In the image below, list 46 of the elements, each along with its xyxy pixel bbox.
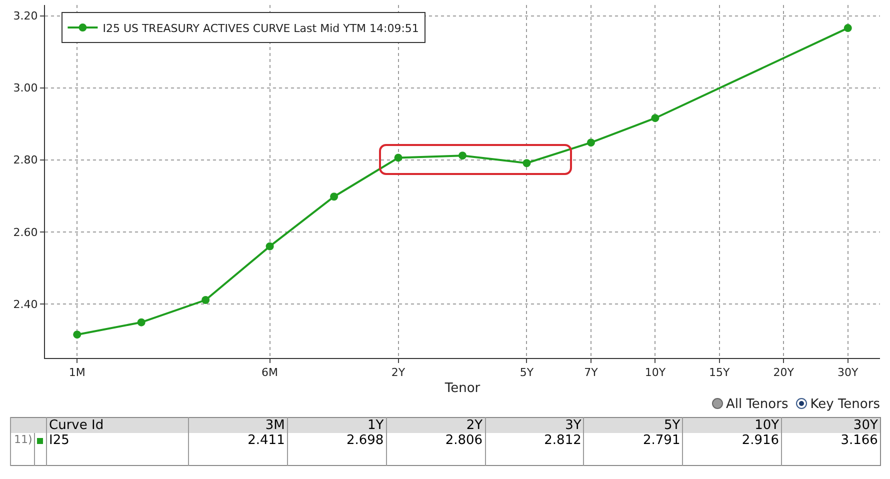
point — [586, 138, 595, 147]
point — [137, 318, 146, 326]
x-tick-label: 15Y — [709, 366, 730, 380]
text: Key Tenors — [810, 397, 880, 412]
text: 2.791 — [584, 433, 683, 466]
text: 2.812 — [485, 433, 584, 466]
text: 2.698 — [287, 433, 386, 466]
point — [266, 242, 274, 250]
text: All Tenors — [726, 397, 788, 412]
x-tick-label: 10Y — [644, 366, 666, 380]
x-tick-label: 20Y — [773, 366, 794, 380]
text: 3M — [188, 418, 288, 433]
text: 2.916 — [682, 433, 782, 466]
x-tick-label: 6M — [262, 366, 278, 380]
point — [394, 154, 402, 162]
x-tick-label: 1M — [68, 366, 86, 380]
y-tick-label: 3.00 — [13, 82, 38, 95]
y-tick-label: 3.20 — [13, 10, 38, 23]
text: 5Y — [584, 418, 683, 433]
text: 2.411 — [188, 433, 288, 466]
point — [651, 114, 660, 122]
text: 3Y — [485, 418, 584, 433]
text: 2Y — [386, 418, 486, 433]
x-axis-title: Tenor — [444, 380, 481, 396]
point — [202, 296, 210, 304]
x-tick-label: 2Y — [391, 366, 406, 380]
point — [844, 24, 852, 32]
text: Curve Id — [46, 418, 188, 433]
y-tick-label: 2.40 — [13, 298, 38, 311]
x-tick-label: 7Y — [584, 366, 598, 380]
text: 2.806 — [386, 433, 486, 466]
legend-label: I25 US TREASURY ACTIVES CURVE Last Mid YTM 14:09:51 — [102, 22, 419, 35]
text: I25 — [46, 433, 188, 466]
y-tick-label: 2.80 — [13, 154, 38, 167]
x-tick-label: 30Y — [838, 366, 859, 380]
point — [522, 159, 531, 168]
point — [458, 152, 466, 160]
point — [330, 192, 338, 201]
text: 11) — [10, 433, 34, 466]
point — [73, 330, 82, 339]
text: 10Y — [682, 418, 782, 433]
x-tick-label: 5Y — [520, 366, 534, 380]
y-tick-label: 2.60 — [13, 226, 38, 239]
text: 3.166 — [782, 433, 880, 466]
text: 30Y — [782, 418, 880, 433]
text: 1Y — [287, 418, 386, 433]
